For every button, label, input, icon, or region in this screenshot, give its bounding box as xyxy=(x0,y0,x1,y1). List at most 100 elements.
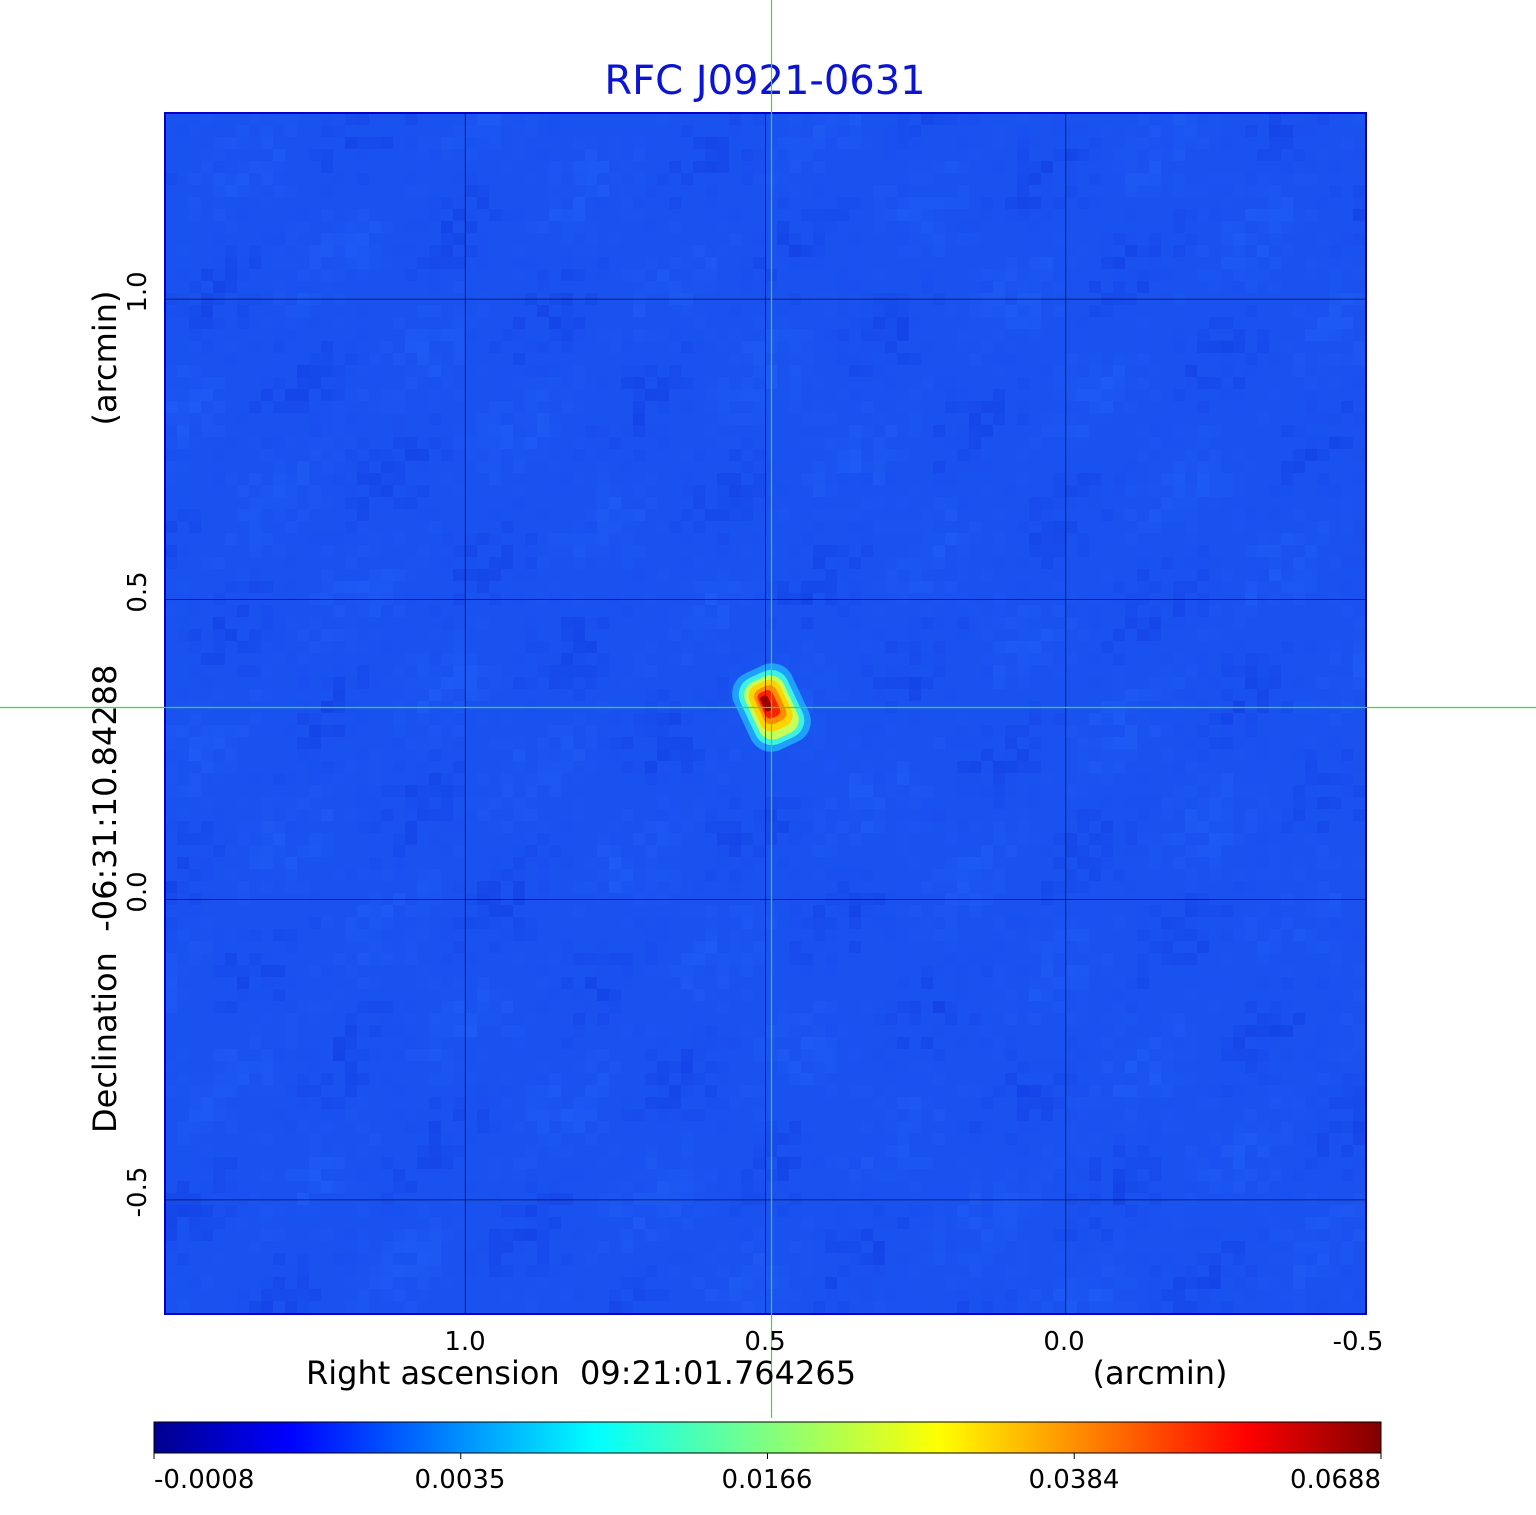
noise-pixel xyxy=(501,1097,513,1109)
noise-pixel xyxy=(1353,1025,1365,1037)
noise-pixel xyxy=(1173,761,1185,773)
noise-pixel xyxy=(1029,305,1041,317)
noise-pixel xyxy=(429,1013,441,1025)
noise-pixel xyxy=(1257,785,1269,797)
noise-pixel xyxy=(993,161,1005,173)
noise-pixel xyxy=(1281,1001,1293,1013)
noise-pixel xyxy=(933,221,945,233)
noise-pixel xyxy=(1089,893,1101,905)
noise-pixel xyxy=(813,677,825,689)
noise-pixel xyxy=(1305,329,1317,341)
noise-pixel xyxy=(1209,797,1221,809)
noise-pixel xyxy=(1305,773,1317,785)
noise-pixel xyxy=(249,905,261,917)
noise-pixel xyxy=(993,1181,1005,1193)
noise-pixel xyxy=(1149,1061,1161,1073)
noise-pixel xyxy=(729,929,741,941)
noise-pixel xyxy=(237,569,249,581)
noise-pixel xyxy=(285,773,297,785)
noise-pixel xyxy=(477,725,489,737)
noise-pixel xyxy=(405,785,417,797)
noise-pixel xyxy=(1221,221,1233,233)
noise-pixel xyxy=(1041,773,1053,785)
noise-pixel xyxy=(177,785,189,797)
noise-pixel xyxy=(669,725,681,737)
noise-pixel xyxy=(633,761,645,773)
noise-pixel xyxy=(897,113,909,125)
noise-pixel xyxy=(285,485,297,497)
noise-pixel xyxy=(1137,581,1149,593)
noise-pixel xyxy=(1125,1301,1137,1313)
noise-pixel xyxy=(1125,593,1137,605)
noise-pixel xyxy=(1317,797,1329,809)
noise-pixel xyxy=(429,1253,441,1265)
noise-pixel xyxy=(465,149,477,161)
noise-pixel xyxy=(1161,473,1173,485)
noise-pixel xyxy=(897,557,909,569)
noise-pixel xyxy=(261,161,273,173)
noise-pixel xyxy=(1341,1289,1353,1301)
noise-pixel xyxy=(1125,353,1137,365)
noise-pixel xyxy=(453,665,465,677)
noise-pixel xyxy=(1029,1277,1041,1289)
noise-pixel xyxy=(309,1085,321,1097)
noise-pixel xyxy=(1173,1277,1185,1289)
noise-pixel xyxy=(1161,269,1173,281)
noise-pixel xyxy=(729,593,741,605)
noise-pixel xyxy=(513,761,525,773)
noise-pixel xyxy=(945,197,957,209)
noise-pixel xyxy=(1209,377,1221,389)
noise-pixel xyxy=(1317,1229,1329,1241)
noise-pixel xyxy=(1293,245,1305,257)
noise-pixel xyxy=(345,1181,357,1193)
noise-pixel xyxy=(417,761,429,773)
noise-pixel xyxy=(453,1061,465,1073)
noise-pixel xyxy=(885,341,897,353)
noise-pixel xyxy=(573,905,585,917)
noise-pixel xyxy=(705,821,717,833)
noise-pixel xyxy=(201,941,213,953)
noise-pixel xyxy=(405,317,417,329)
noise-pixel xyxy=(1077,1265,1089,1277)
noise-pixel xyxy=(429,629,441,641)
noise-pixel xyxy=(609,329,621,341)
noise-pixel xyxy=(657,845,669,857)
noise-pixel xyxy=(1053,1073,1065,1085)
noise-pixel xyxy=(813,437,825,449)
noise-pixel xyxy=(861,869,873,881)
noise-pixel xyxy=(417,365,429,377)
noise-pixel xyxy=(537,965,549,977)
noise-pixel xyxy=(645,473,657,485)
noise-pixel xyxy=(537,1097,549,1109)
noise-pixel xyxy=(753,149,765,161)
noise-pixel xyxy=(321,497,333,509)
noise-pixel xyxy=(909,617,921,629)
noise-pixel xyxy=(645,1145,657,1157)
noise-pixel xyxy=(825,209,837,221)
noise-pixel xyxy=(813,1301,825,1313)
noise-pixel xyxy=(681,761,693,773)
noise-pixel xyxy=(1029,173,1041,185)
noise-pixel xyxy=(1233,281,1245,293)
noise-pixel xyxy=(1269,413,1281,425)
noise-pixel xyxy=(753,845,765,857)
noise-pixel xyxy=(633,1061,645,1073)
noise-pixel xyxy=(1089,1037,1101,1049)
noise-pixel xyxy=(1161,809,1173,821)
noise-pixel xyxy=(429,1025,441,1037)
noise-pixel xyxy=(957,497,969,509)
noise-pixel xyxy=(813,509,825,521)
noise-pixel xyxy=(1221,1169,1233,1181)
noise-pixel xyxy=(501,1085,513,1097)
noise-pixel xyxy=(1113,473,1125,485)
noise-pixel xyxy=(177,509,189,521)
noise-pixel xyxy=(537,533,549,545)
noise-pixel xyxy=(1029,1181,1041,1193)
noise-pixel xyxy=(417,689,429,701)
noise-pixel xyxy=(621,881,633,893)
noise-pixel xyxy=(1353,629,1365,641)
noise-pixel xyxy=(1149,473,1161,485)
noise-pixel xyxy=(1341,557,1353,569)
noise-pixel xyxy=(429,809,441,821)
noise-pixel xyxy=(357,593,369,605)
